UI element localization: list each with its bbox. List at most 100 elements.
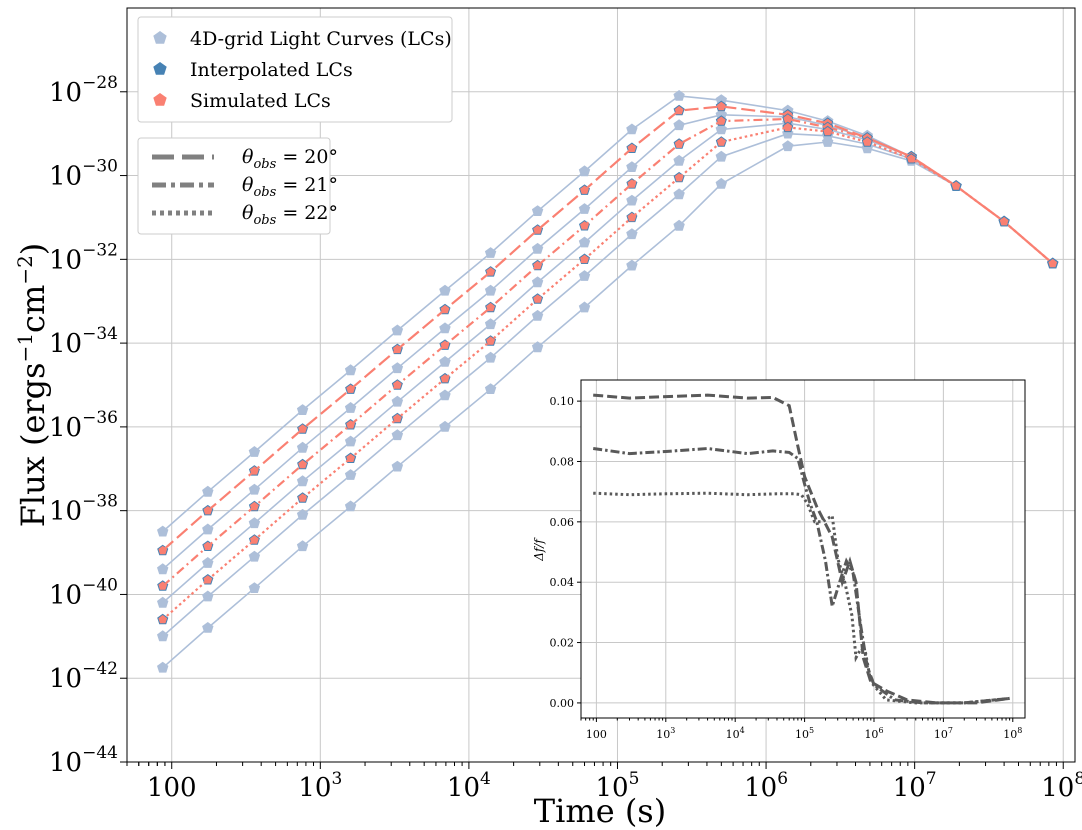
grid-lc-marker [484, 284, 497, 296]
simulated-lc-marker [717, 137, 726, 146]
grid-lc-marker [673, 188, 685, 200]
grid-lc-marker [439, 284, 451, 296]
y-axis-label: Flux (ergs−1cm−2) [13, 243, 52, 528]
legend-marker-swatch [153, 93, 167, 106]
grid-lc-marker [782, 140, 794, 152]
legend-lines: θobs = 20°θobs = 21°θobs = 22° [137, 137, 338, 235]
simulated-lc-marker [486, 336, 495, 345]
simulated-lc-marker [1048, 258, 1058, 268]
grid-lc-marker [344, 469, 357, 480]
y-tick-label: 10−36 [49, 408, 118, 443]
inset-y-tick-label: 0.04 [550, 576, 575, 589]
simulated-lc-marker [533, 225, 542, 234]
inset-background [581, 380, 1025, 718]
y-tick-label: 10−40 [49, 575, 118, 610]
inset-frame [580, 379, 1026, 719]
grid-lc-line [162, 141, 1054, 669]
grid-lc-marker [248, 550, 261, 562]
y-tick-label: 10−38 [49, 492, 118, 527]
simulated-lc-marker [674, 139, 684, 148]
simulated-lc-marker [580, 221, 589, 230]
simulated-lc-marker [298, 460, 307, 469]
grid-lc-marker [391, 395, 404, 407]
simulated-lc-marker [486, 302, 495, 312]
grid-lc-marker [578, 236, 591, 248]
legend-markers: 4D-grid Light Curves (LCs) Interpolated L… [137, 16, 453, 123]
simulated-lc-marker [783, 122, 793, 132]
legend-marker-label: 4D-grid Light Curves (LCs) [190, 28, 452, 50]
grid-lc-marker [157, 661, 169, 673]
grid-lc-marker [715, 177, 727, 189]
grid-lc-marker [715, 123, 727, 135]
x-tick-label: 108 [1041, 769, 1082, 803]
simulated-lc-marker [862, 137, 872, 146]
x-tick-label: 103 [298, 769, 342, 803]
grid-lc-marker [626, 123, 638, 135]
inset-y-tick-label: 0.08 [550, 455, 575, 468]
x-tick-label: 107 [893, 769, 937, 803]
grid-lc-marker [391, 362, 404, 374]
inset-grid [581, 380, 1025, 718]
grid-lc-marker [202, 557, 214, 568]
y-tick-label: 10−42 [49, 659, 118, 694]
grid-lc-marker [202, 622, 214, 633]
grid-lc-marker [202, 590, 214, 602]
simulated-lc-marker [298, 424, 307, 433]
grid-lc-marker [344, 500, 357, 512]
simulated-lc-marker [440, 340, 450, 349]
grid-lc-marker [296, 475, 309, 487]
simulated-lc-marker [717, 101, 726, 111]
grid-lc-marker [673, 119, 685, 131]
inset-y-tick-label: 0.00 [550, 697, 575, 710]
simulated-lc-marker [203, 541, 213, 550]
grid-lc-marker [439, 420, 451, 432]
grid-lc-line [162, 132, 1054, 637]
x-tick-label: 104 [447, 769, 491, 803]
grid-lc-marker [626, 161, 638, 172]
grid-lc-marker [157, 596, 169, 608]
inset-residual-line [592, 446, 1010, 705]
grid-lc-marker [248, 517, 261, 529]
simulated-lc-marker [674, 106, 684, 115]
y-axis-label-mid: cm [14, 285, 52, 333]
y-axis-label-sup1: −1 [13, 333, 37, 362]
simulated-lc-marker [783, 114, 793, 123]
simulated-lc-marker [580, 185, 589, 194]
grid-lc-marker [439, 322, 451, 334]
simulated-lc-marker [203, 506, 213, 515]
simulated-lc-marker [823, 127, 833, 136]
grid-lc-marker [391, 324, 404, 336]
inset-x-tick-label: 108 [1003, 726, 1022, 741]
grid-lc-marker [626, 259, 638, 271]
grid-lc-marker [531, 205, 544, 216]
grid-lc-marker [157, 563, 169, 575]
simulated-lc-marker [158, 615, 168, 624]
simulated-lc-marker [346, 453, 355, 462]
grid-lc-marker [578, 203, 591, 214]
y-axis-label-end: ) [14, 243, 52, 255]
grid-lc-marker [626, 194, 638, 206]
grid-lc-marker [715, 108, 727, 120]
grid-lc-marker [484, 247, 497, 258]
simulated-lc-marker [298, 493, 307, 502]
simulated-lc-marker [627, 212, 637, 222]
simulated-lc-marker [999, 217, 1009, 226]
simulated-lc-marker [717, 116, 726, 125]
legend-marker-label: Simulated LCs [190, 90, 331, 112]
grid-lc-marker [531, 309, 544, 321]
simulated-lc-marker [158, 545, 168, 555]
grid-lc-marker [822, 136, 834, 147]
grid-lc-marker [296, 508, 309, 520]
grid-lc-marker [202, 485, 214, 497]
inset-x-tick-label: 107 [934, 726, 953, 741]
legend-marker-swatch [153, 31, 167, 44]
grid-lc-marker [673, 154, 685, 166]
legend-line-label: θobs = 20° [242, 146, 338, 172]
simulated-lc-marker [346, 420, 355, 429]
grid-lc-marker [248, 446, 261, 457]
inset-y-axis-label: Δf/f [532, 537, 546, 562]
inset-ticks: 100 103 104 105 106 107 108 0.00 0.02 0.04 0.06 0.0… [550, 395, 1023, 741]
inset-residual-line [593, 393, 1010, 705]
grid-lc-marker [715, 150, 727, 162]
inset-y-tick-label: 0.06 [550, 516, 575, 529]
